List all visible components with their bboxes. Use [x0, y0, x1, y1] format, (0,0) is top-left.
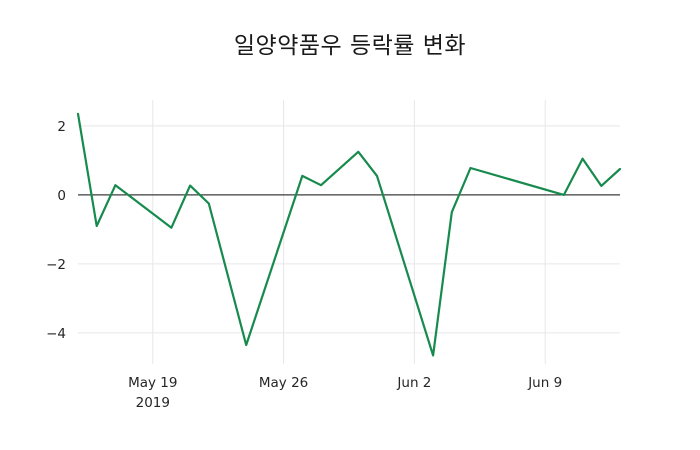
- x-tick-label: May 19: [128, 375, 177, 391]
- x-tick-year-label: 2019: [136, 395, 170, 411]
- x-tick-label: May 26: [259, 375, 308, 391]
- chart-title: 일양약품우 등락률 변화: [233, 33, 467, 59]
- x-tick-label: Jun 2: [396, 375, 431, 391]
- change-rate-line: [76, 112, 622, 357]
- x-tick-label: Jun 9: [527, 375, 562, 391]
- y-tick-label: 0: [57, 188, 66, 204]
- y-tick-label: 2: [57, 119, 66, 135]
- y-tick-label: −2: [46, 257, 66, 273]
- y-tick-label: −4: [46, 326, 66, 342]
